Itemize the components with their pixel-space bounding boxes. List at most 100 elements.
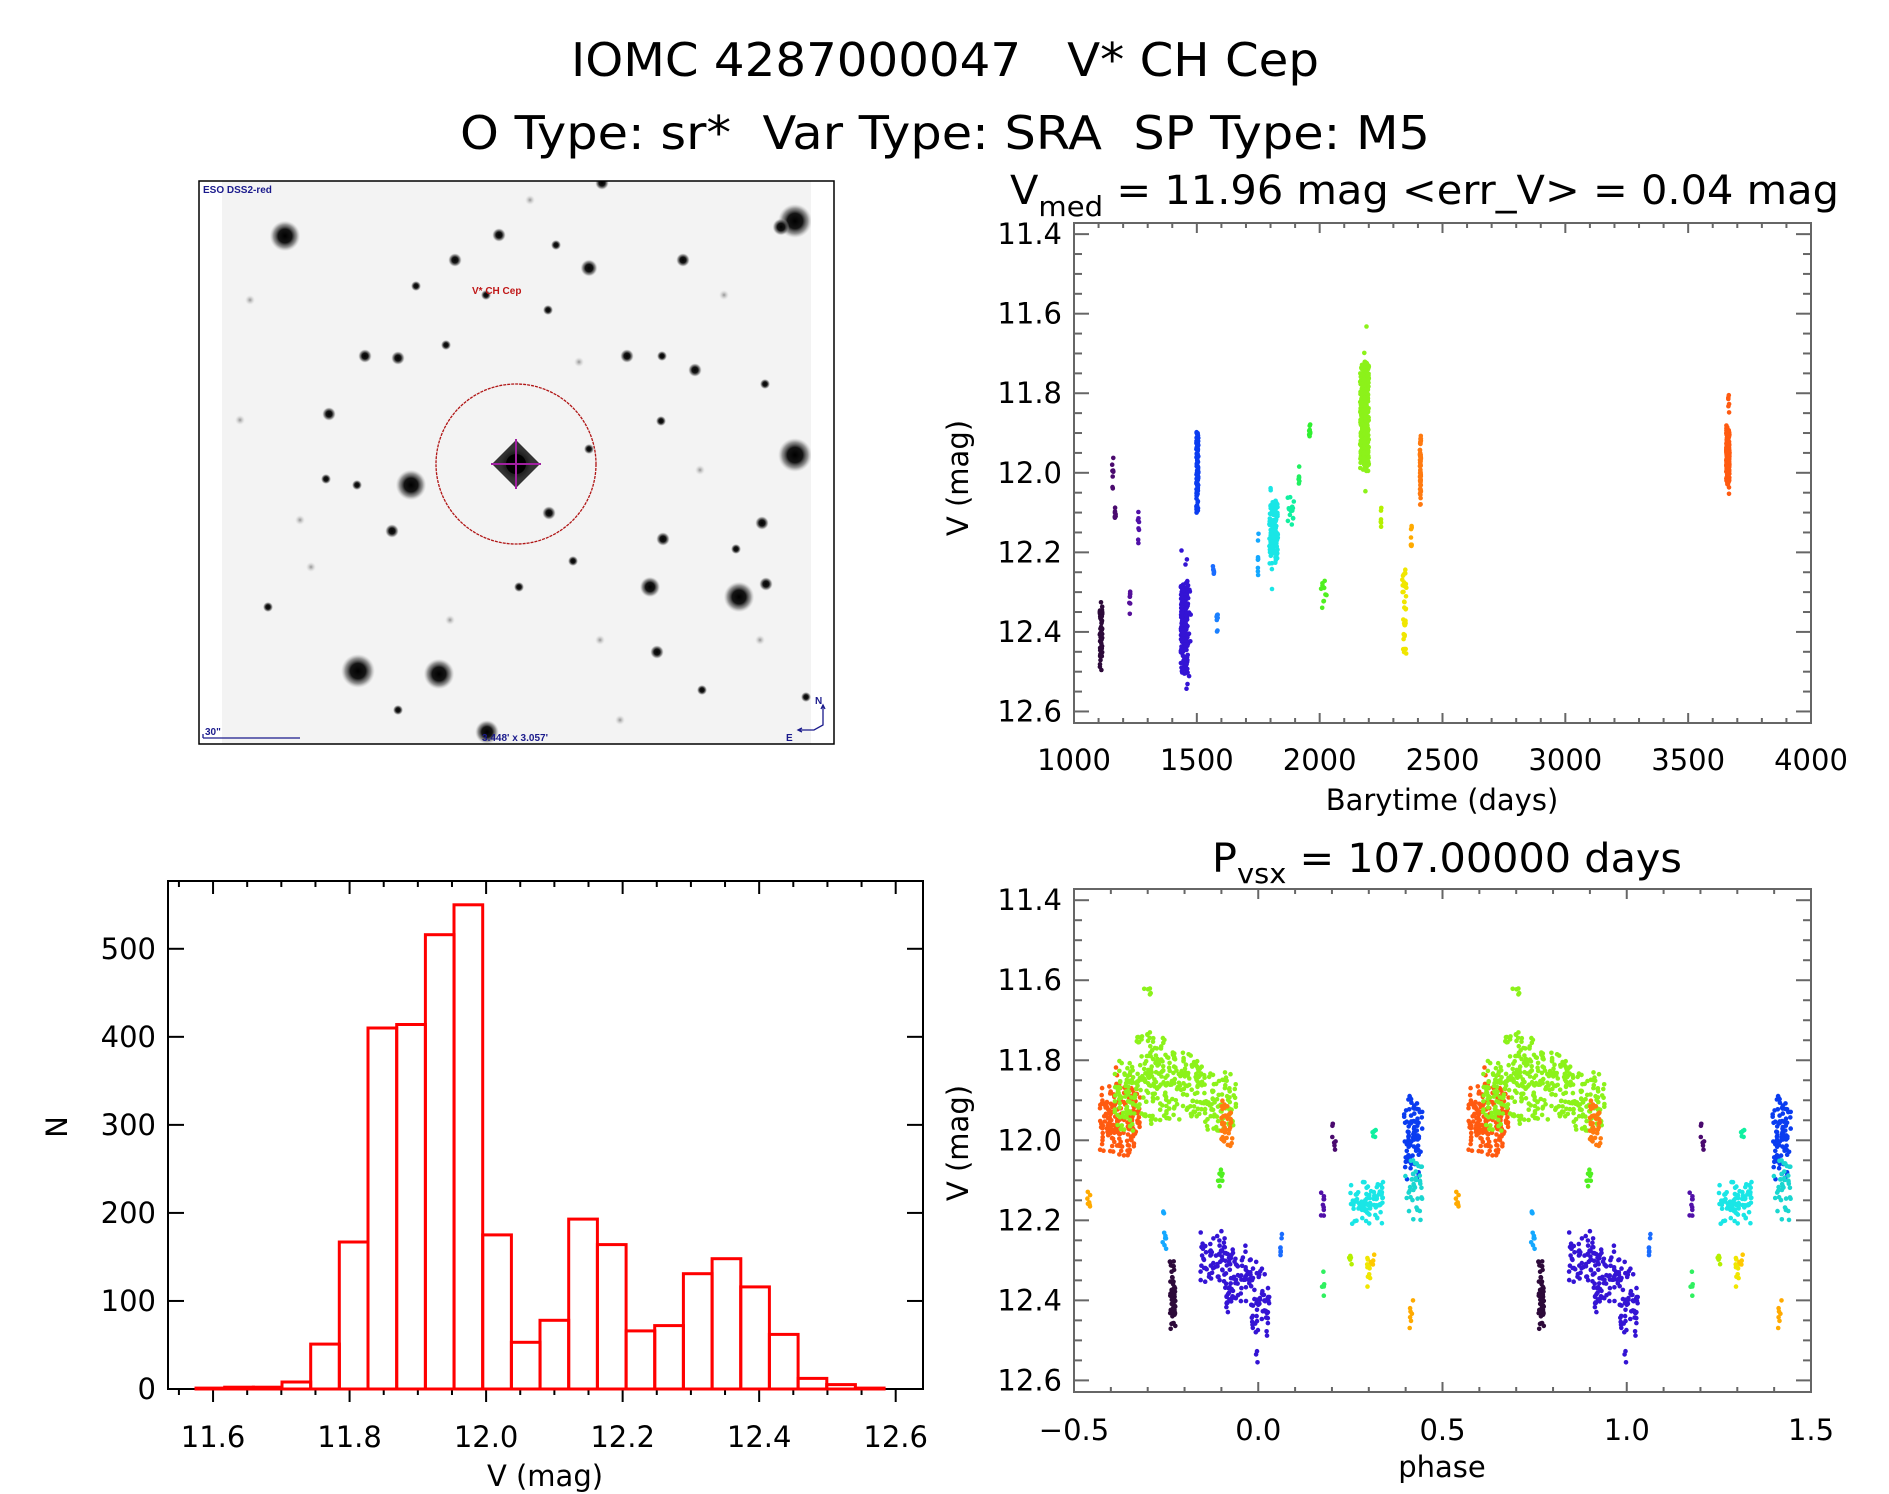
data-point bbox=[1404, 1141, 1410, 1147]
data-point bbox=[1526, 1082, 1532, 1087]
data-point bbox=[1512, 1088, 1518, 1094]
data-point bbox=[1401, 589, 1406, 595]
figure-header: IOMC 4287000047 V* CH Cep O Type: sr* Va… bbox=[460, 33, 1430, 160]
data-point bbox=[1590, 1236, 1596, 1241]
data-point bbox=[1560, 1109, 1566, 1115]
data-point bbox=[1579, 1126, 1585, 1131]
data-point bbox=[1363, 388, 1369, 393]
data-point bbox=[1500, 1111, 1506, 1116]
data-point bbox=[1783, 1133, 1789, 1138]
data-point bbox=[1484, 1090, 1489, 1095]
x-tick-label: 12.0 bbox=[454, 1420, 519, 1454]
data-point bbox=[1539, 1279, 1545, 1284]
data-point bbox=[1773, 1141, 1778, 1147]
data-point bbox=[1227, 1089, 1232, 1094]
y-tick-label: 12.4 bbox=[997, 1283, 1062, 1317]
data-point bbox=[1262, 1298, 1268, 1304]
data-point bbox=[1469, 1101, 1474, 1106]
data-point bbox=[1602, 1277, 1607, 1283]
data-point bbox=[1231, 1093, 1236, 1098]
data-point bbox=[1742, 1203, 1748, 1208]
data-point bbox=[1585, 1277, 1591, 1283]
data-point bbox=[1097, 664, 1103, 670]
star bbox=[719, 290, 729, 300]
x-tick-label: 11.8 bbox=[317, 1420, 382, 1454]
data-point bbox=[1354, 1218, 1359, 1223]
data-point bbox=[1129, 1095, 1134, 1100]
star bbox=[695, 465, 705, 475]
data-point bbox=[1510, 1066, 1515, 1072]
data-point bbox=[1121, 1153, 1127, 1158]
data-point bbox=[1596, 1281, 1602, 1286]
data-point bbox=[1481, 1107, 1486, 1112]
data-point bbox=[1170, 1096, 1175, 1102]
data-point bbox=[1192, 1109, 1197, 1115]
data-point bbox=[1515, 1069, 1520, 1075]
data-point bbox=[1418, 1217, 1423, 1223]
star bbox=[475, 720, 499, 744]
data-point bbox=[1153, 1053, 1159, 1058]
data-point bbox=[1161, 1230, 1167, 1236]
data-point bbox=[1171, 1259, 1176, 1264]
x-tick-label: 3500 bbox=[1651, 743, 1725, 777]
data-point bbox=[1269, 539, 1275, 545]
data-point bbox=[1221, 1240, 1227, 1246]
data-point bbox=[1477, 1128, 1483, 1133]
data-point bbox=[1364, 324, 1369, 329]
data-point bbox=[1545, 1117, 1551, 1122]
data-point bbox=[1787, 1195, 1793, 1200]
data-point bbox=[1171, 1106, 1177, 1111]
phase-axes: −0.5 0.0 0.5 1.0 1.5 11.4 11.6 11.8 12.0 12.2 12.4… bbox=[997, 883, 1834, 1447]
data-point bbox=[1173, 1323, 1178, 1329]
data-point bbox=[1783, 1123, 1789, 1128]
data-point bbox=[1406, 1124, 1411, 1129]
data-point bbox=[1407, 1107, 1412, 1112]
histogram-axes: 11.6 11.8 12.0 12.2 12.4 12.6 0 100 200 300 400 500 bbox=[101, 880, 928, 1454]
data-point bbox=[1726, 485, 1732, 490]
data-point bbox=[1269, 586, 1275, 592]
data-point bbox=[1187, 589, 1193, 594]
data-point bbox=[1417, 479, 1423, 484]
data-point bbox=[1594, 1291, 1599, 1297]
data-point bbox=[1136, 1115, 1142, 1120]
data-point bbox=[1361, 450, 1367, 456]
data-point bbox=[1360, 1215, 1365, 1221]
data-point bbox=[1212, 1100, 1217, 1105]
data-point bbox=[1258, 1269, 1263, 1274]
data-point bbox=[1219, 1254, 1225, 1259]
data-point bbox=[1535, 1065, 1540, 1070]
data-point bbox=[1365, 1202, 1370, 1208]
data-point bbox=[1220, 1098, 1225, 1103]
data-point bbox=[1512, 1099, 1517, 1104]
data-point bbox=[1782, 1148, 1787, 1153]
data-point bbox=[1583, 1233, 1588, 1239]
data-point bbox=[1730, 1179, 1736, 1185]
data-point bbox=[1233, 1277, 1239, 1283]
data-point bbox=[1185, 681, 1190, 687]
data-point bbox=[1561, 1091, 1566, 1097]
data-point bbox=[1480, 1139, 1486, 1145]
data-point bbox=[1514, 1053, 1519, 1059]
histogram-bar bbox=[251, 1385, 284, 1391]
title-text: = 11.96 mag <err_V> = 0.04 mag bbox=[1103, 168, 1839, 214]
data-point bbox=[1195, 463, 1200, 469]
data-point bbox=[1289, 522, 1295, 527]
data-point bbox=[1363, 1218, 1369, 1224]
data-point bbox=[1787, 1185, 1793, 1191]
data-point bbox=[1189, 1113, 1194, 1119]
data-point bbox=[1268, 511, 1274, 517]
data-point bbox=[1099, 1121, 1104, 1126]
data-point bbox=[1619, 1313, 1624, 1319]
data-point bbox=[1117, 1058, 1122, 1064]
data-point bbox=[1348, 1190, 1353, 1196]
x-tick-label: 0.5 bbox=[1419, 1413, 1465, 1447]
data-point bbox=[1725, 1201, 1730, 1206]
data-point bbox=[1497, 1095, 1503, 1100]
data-point bbox=[1602, 1295, 1607, 1301]
data-point bbox=[1607, 1277, 1613, 1282]
data-point bbox=[1547, 1087, 1552, 1093]
data-point bbox=[1516, 992, 1521, 997]
data-point bbox=[1698, 1123, 1704, 1129]
data-point bbox=[1180, 1092, 1186, 1097]
data-point bbox=[1493, 1152, 1499, 1158]
